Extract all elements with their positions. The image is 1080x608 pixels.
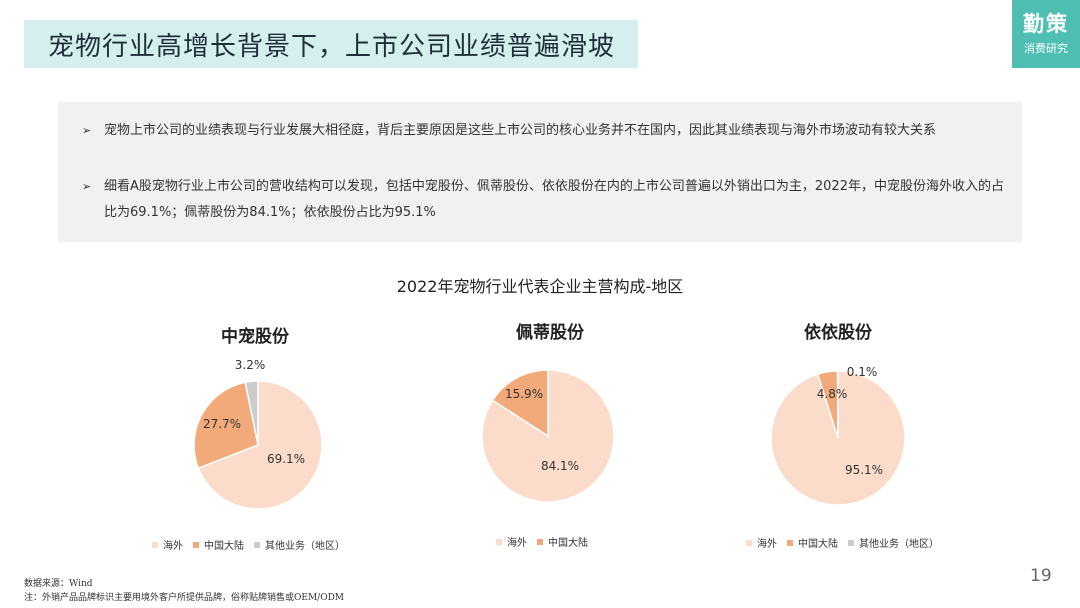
pie-slice — [193, 381, 259, 470]
pie-data-label: 15.9% — [505, 387, 543, 401]
legend-swatch-icon — [787, 539, 793, 546]
data-source: 数据来源：Wind — [24, 579, 93, 589]
legend-yiyi: 海外 中国大陆 其他业务（地区） — [746, 535, 939, 550]
pie-data-label: 27.7% — [203, 417, 241, 431]
pie-title-yiyi: 依依股份 — [804, 323, 872, 343]
legend-item: 其他业务（地区） — [848, 535, 939, 550]
brand-logo: 勤策 消费研究 — [1012, 0, 1080, 68]
footnote: 注：外销产品品牌标识主要用境外客户所提供品牌，俗称贴牌销售或OEM/ODM — [24, 593, 345, 603]
legend-label: 其他业务（地区） — [859, 539, 939, 550]
note-text: 宠物上市公司的业绩表现与行业发展大相径庭，背后主要原因是这些上市公司的核心业务并… — [104, 123, 937, 138]
legend-swatch-icon — [254, 541, 260, 548]
legend-label: 其他业务（地区） — [265, 541, 345, 552]
legend-label: 中国大陆 — [204, 541, 244, 552]
pie-title-zhongchong: 中宠股份 — [221, 327, 289, 347]
pie-data-label: 84.1% — [541, 459, 579, 473]
legend-label: 海外 — [757, 539, 777, 550]
note-text: 细看A股宠物行业上市公司的营收结构可以发现，包括中宠股份、佩蒂股份、依依股份在内… — [104, 179, 1004, 220]
note-item: ➢ 宠物上市公司的业绩表现与行业发展大相径庭，背后主要原因是这些上市公司的核心业… — [82, 118, 1012, 144]
pie-title-peidi: 佩蒂股份 — [516, 323, 584, 343]
legend-swatch-icon — [746, 539, 752, 546]
pie-data-label: 0.1% — [847, 365, 878, 379]
legend-swatch-icon — [537, 538, 543, 545]
legend-item: 中国大陆 — [193, 537, 244, 552]
legend-label: 中国大陆 — [798, 539, 838, 550]
chart-title: 2022年宠物行业代表企业主营构成-地区 — [396, 277, 684, 296]
brand-name: 勤策 — [1023, 12, 1069, 36]
legend-item: 海外 — [152, 537, 183, 552]
legend-zhongchong: 海外 中国大陆 其他业务（地区） — [152, 537, 345, 552]
legend-swatch-icon — [152, 541, 158, 548]
legend-item: 海外 — [496, 534, 527, 549]
legend-label: 海外 — [163, 541, 183, 552]
pie-slice — [197, 380, 323, 510]
brand-subtitle: 消费研究 — [1024, 42, 1068, 55]
legend-item: 其他业务（地区） — [254, 537, 345, 552]
legend-item: 中国大陆 — [787, 535, 838, 550]
legend-peidi: 海外 中国大陆 — [496, 534, 588, 549]
legend-swatch-icon — [848, 539, 854, 546]
pie-data-label: 4.8% — [817, 387, 848, 401]
legend-item: 中国大陆 — [537, 534, 588, 549]
pie-slice — [491, 369, 549, 438]
arrow-bullet-icon: ➢ — [82, 180, 92, 193]
page-title: 宠物行业高增长背景下，上市公司业绩普遍滑坡 — [48, 31, 616, 62]
pie-slice — [244, 380, 259, 446]
legend-item: 海外 — [746, 535, 777, 550]
pie-data-label: 3.2% — [235, 358, 266, 372]
page-title-bar: 宠物行业高增长背景下，上市公司业绩普遍滑坡 — [24, 20, 638, 68]
arrow-bullet-icon: ➢ — [82, 124, 92, 137]
page-number: 19 — [1030, 566, 1052, 586]
legend-swatch-icon — [193, 541, 199, 548]
legend-label: 中国大陆 — [548, 538, 588, 549]
note-item: ➢ 细看A股宠物行业上市公司的营收结构可以发现，包括中宠股份、佩蒂股份、依依股份… — [82, 174, 1012, 226]
pie-data-label: 95.1% — [845, 463, 883, 477]
legend-label: 海外 — [507, 538, 527, 549]
legend-swatch-icon — [496, 538, 502, 545]
pie-data-label: 69.1% — [267, 452, 305, 466]
notes-box: ➢ 宠物上市公司的业绩表现与行业发展大相径庭，背后主要原因是这些上市公司的核心业… — [58, 102, 1022, 242]
